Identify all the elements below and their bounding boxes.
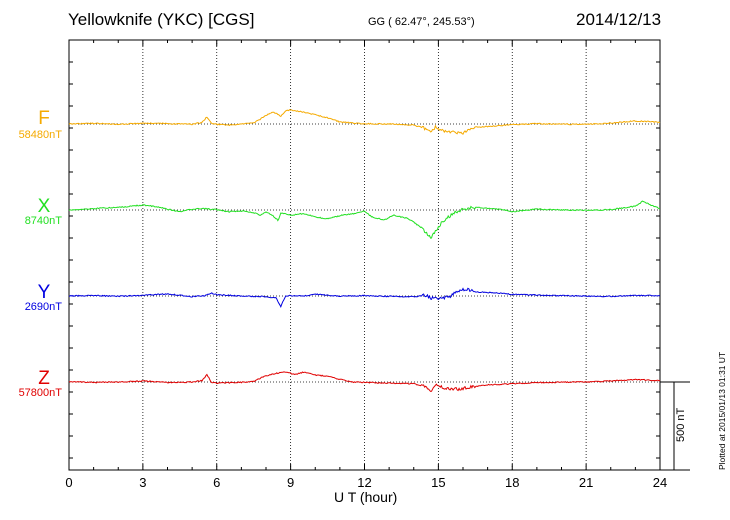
chart-title: Yellowknife (YKC) [CGS]	[68, 10, 255, 29]
baseline-label-z: 57800nT	[19, 387, 63, 399]
x-tick-label: 21	[579, 475, 593, 490]
x-tick-label: 0	[65, 475, 72, 490]
x-tick-label: 3	[139, 475, 146, 490]
x-tick-label: 24	[653, 475, 667, 490]
x-tick-label: 15	[431, 475, 445, 490]
chart-date: 2014/12/13	[576, 10, 662, 29]
scale-bar-label: 500 nT	[675, 407, 687, 442]
component-letter-x: X	[38, 196, 51, 217]
x-tick-label: 18	[505, 475, 519, 490]
plotted-timestamp: Plotted at 2015/01/13 01:31 UT	[717, 351, 727, 470]
plot-frame	[68, 39, 661, 471]
series-line-z	[68, 371, 661, 392]
baseline-label-f: 58480nT	[19, 129, 63, 141]
series-line-y	[68, 287, 661, 309]
baseline-label-x: 8740nT	[25, 215, 63, 227]
component-letter-y: Y	[38, 282, 51, 303]
baseline-label-y: 2690nT	[25, 301, 63, 313]
x-axis-label: U T (hour)	[334, 489, 398, 505]
station-coordinates: GG ( 62.47°, 245.53°)	[368, 16, 475, 28]
series-line-f	[68, 108, 661, 135]
component-letter-z: Z	[38, 368, 50, 389]
x-tick-label: 6	[213, 475, 220, 490]
series-line-x	[68, 200, 661, 239]
component-letter-f: F	[38, 108, 50, 129]
x-tick-label: 9	[287, 475, 294, 490]
x-tick-label: 12	[357, 475, 371, 490]
